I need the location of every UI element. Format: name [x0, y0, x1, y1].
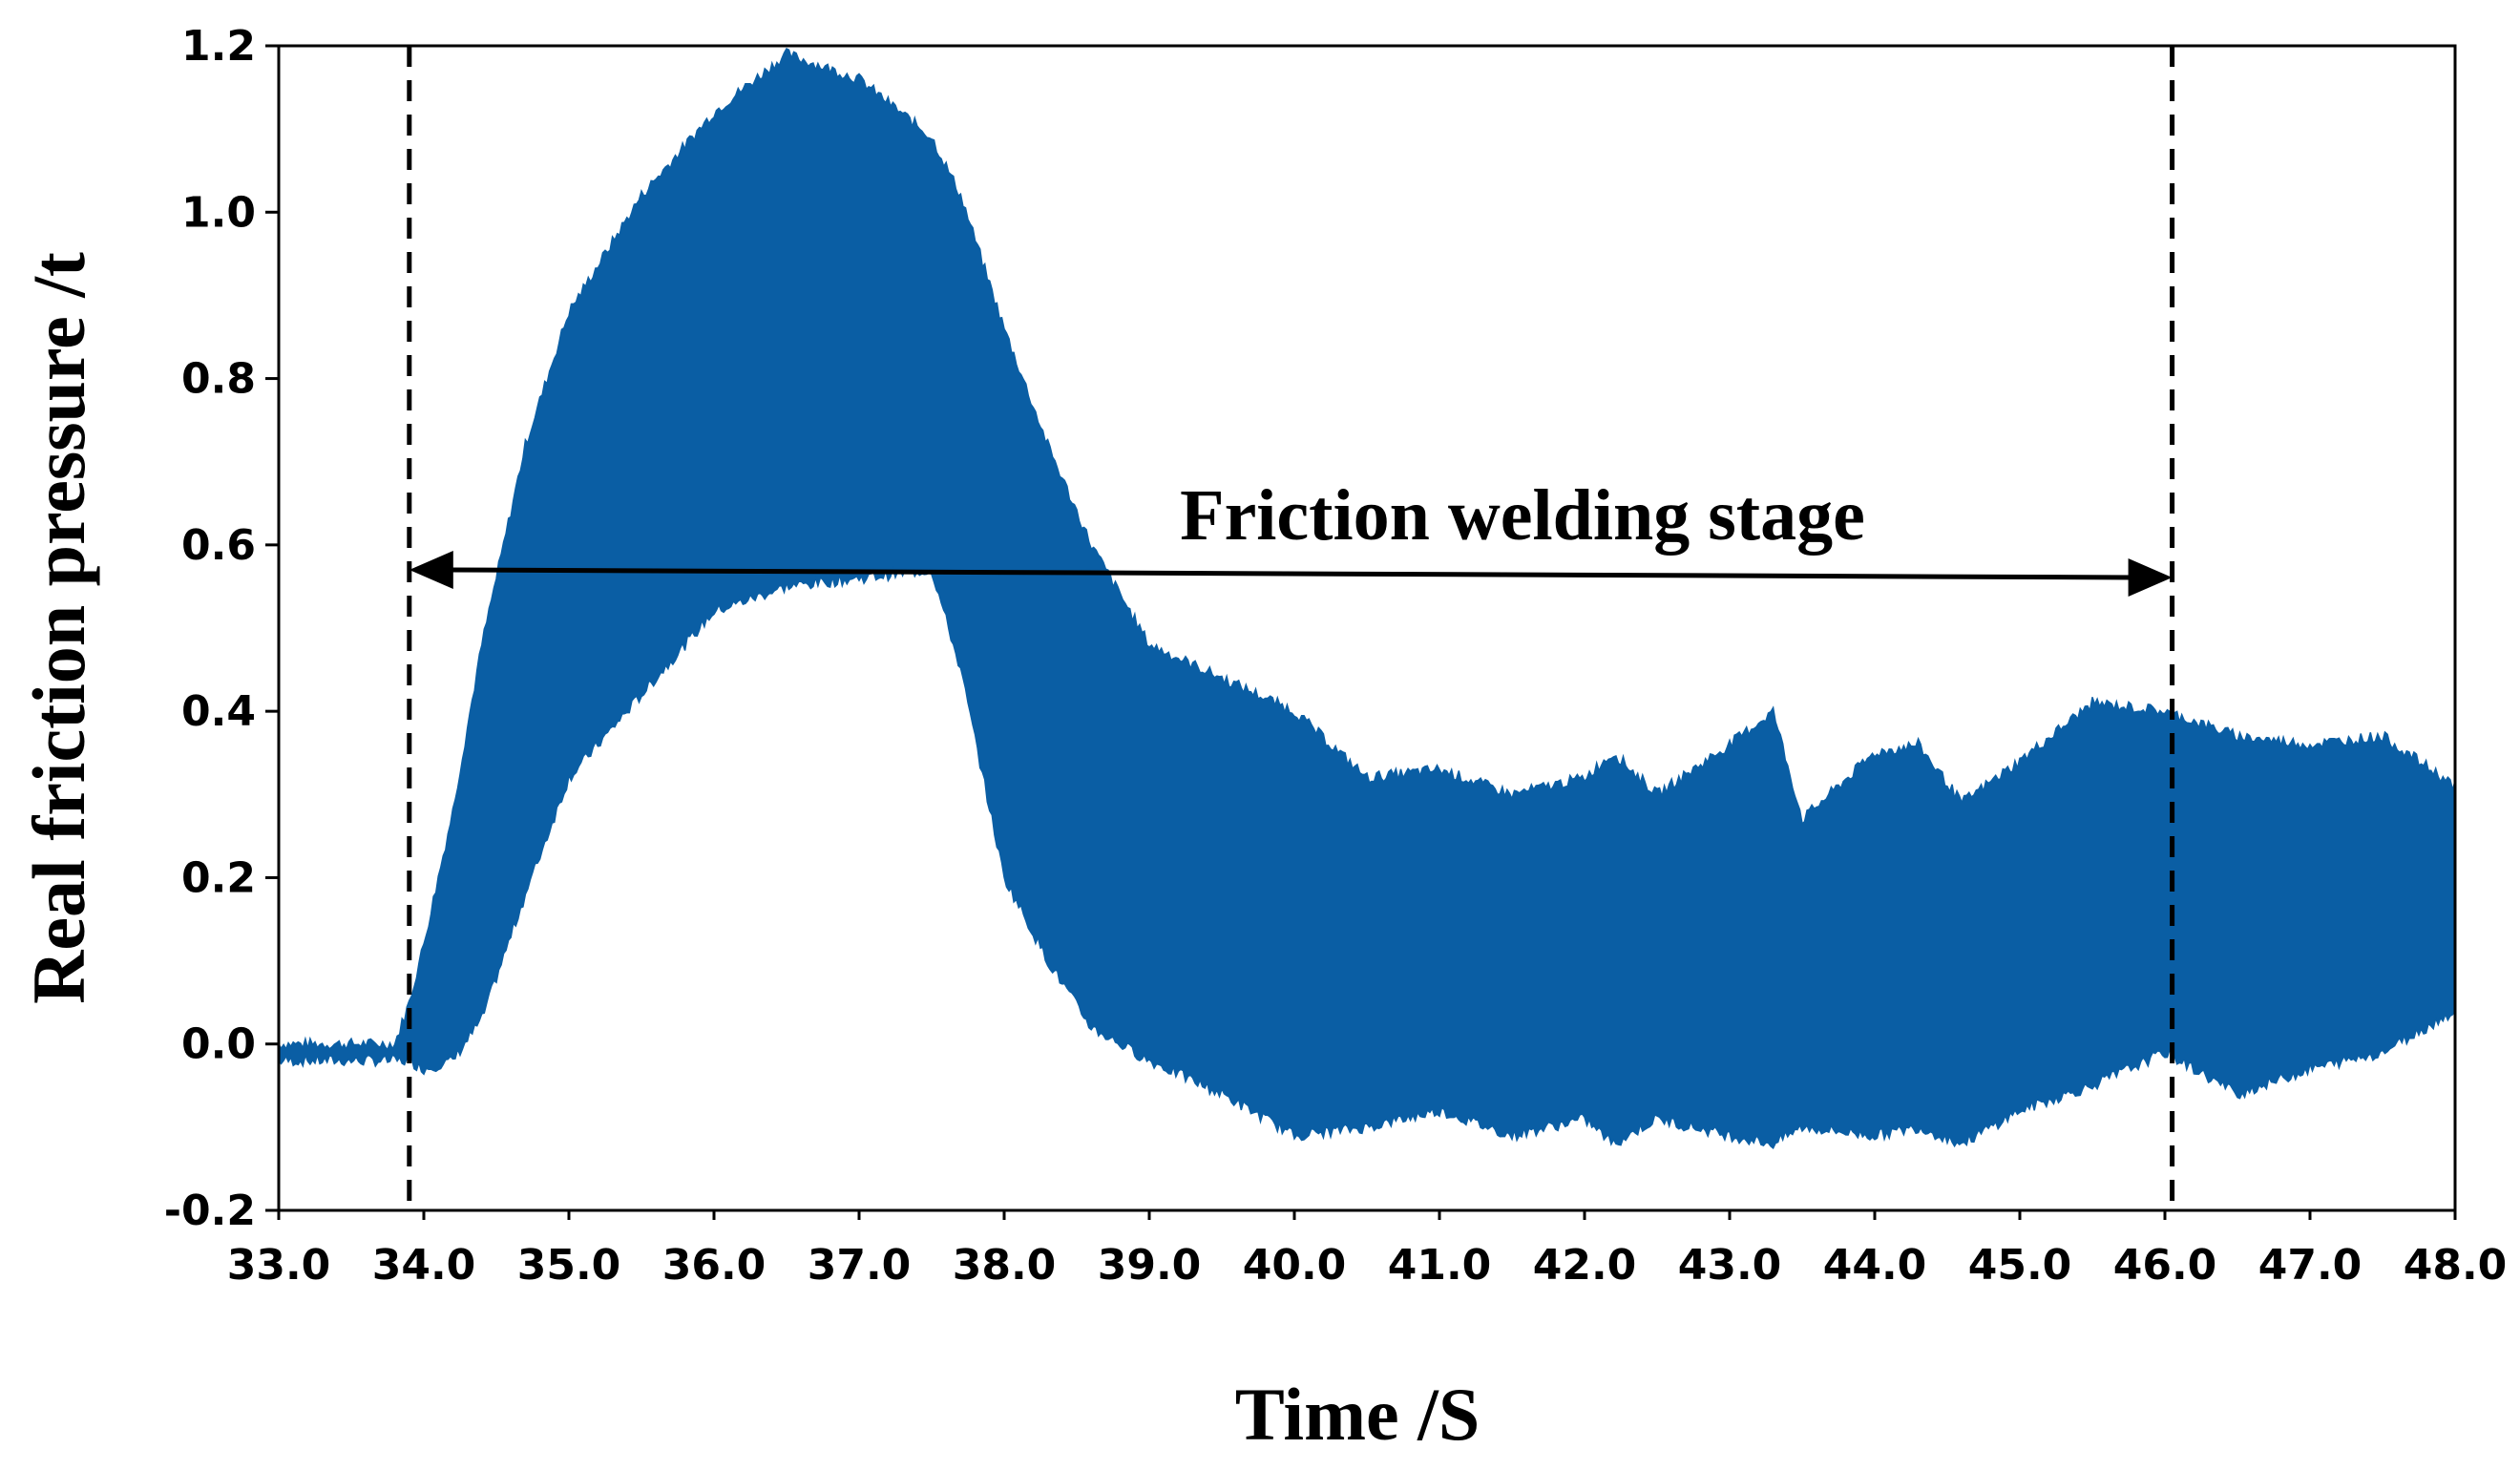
- x-tick-label: 34.0: [372, 1241, 476, 1290]
- x-tick-label: 47.0: [2258, 1241, 2362, 1290]
- stage-arrow-right-head: [2128, 558, 2173, 597]
- stage-markers: [407, 46, 2175, 1210]
- y-axis: -0.2 0.0 0.2 0.4 0.6 0.8 1.0 1.2: [164, 22, 279, 1235]
- x-tick-label: 45.0: [1968, 1241, 2072, 1290]
- y-tick-label: -0.2: [164, 1186, 256, 1235]
- x-tick-label: 40.0: [1243, 1241, 1347, 1290]
- x-tick-label: 41.0: [1388, 1241, 1492, 1290]
- pressure-envelope-0: [278, 47, 2456, 1149]
- x-tick-label: 44.0: [1823, 1241, 1927, 1290]
- x-tick-label: 42.0: [1533, 1241, 1637, 1290]
- x-tick-label: 39.0: [1098, 1241, 1202, 1290]
- y-tick-label: 1.2: [181, 22, 256, 71]
- y-tick-label: 0.2: [181, 853, 256, 902]
- y-tick-label: 0.4: [181, 687, 256, 736]
- x-tick-label: 46.0: [2113, 1241, 2217, 1290]
- stage-label: Friction welding stage: [1180, 475, 1865, 556]
- y-tick-label: 0.0: [181, 1020, 256, 1069]
- stage-arrow-left-head: [409, 551, 453, 589]
- x-tick-label: 37.0: [808, 1241, 912, 1290]
- x-tick-label: 43.0: [1678, 1241, 1782, 1290]
- x-tick-label: 48.0: [2404, 1241, 2508, 1290]
- x-tick-label: 38.0: [953, 1241, 1057, 1290]
- plot-area: [278, 47, 2456, 1149]
- x-tick-label: 35.0: [517, 1241, 621, 1290]
- x-axis: 33.0 34.0 35.0 36.0 37.0 38.0 39.0 40.0 41.0 42.0…: [227, 1210, 2508, 1290]
- stage-arrow-shaft: [447, 567, 2134, 580]
- x-tick-label: 36.0: [662, 1241, 766, 1290]
- y-tick-label: 0.6: [181, 521, 256, 570]
- y-axis-title: Real friction pressure /t: [17, 252, 100, 1004]
- x-tick-label: 33.0: [227, 1241, 331, 1290]
- x-axis-title: Time /S: [1235, 1373, 1480, 1456]
- y-tick-label: 1.0: [181, 188, 256, 237]
- y-tick-label: 0.8: [181, 355, 256, 404]
- plot-frame: [277, 44, 2457, 1212]
